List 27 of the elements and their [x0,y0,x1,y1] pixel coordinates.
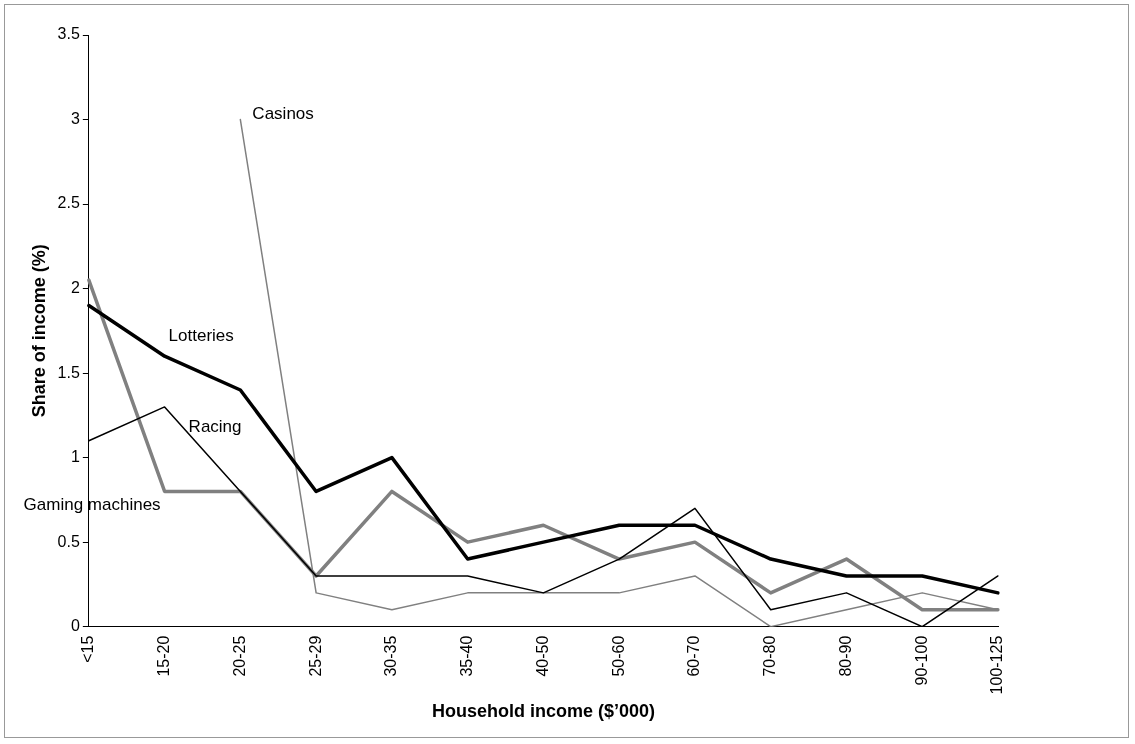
x-axis-title: Household income ($’000) [431,701,655,722]
x-tick-label: 25-29 [306,635,324,677]
x-tick-label: 20-25 [230,635,248,677]
y-tick-label: 2.5 [57,194,80,212]
series-label: Racing [188,416,242,436]
y-tick-label: 0.5 [57,532,80,550]
y-tick-label: 1.5 [57,363,80,381]
y-tick-label: 0 [70,617,80,635]
x-tick-label: 80-90 [836,635,854,677]
x-tick-label: 30-35 [382,635,400,677]
x-tick-label: 35-40 [458,635,476,677]
x-tick-label: 60-70 [685,635,703,677]
y-tick-label: 3 [70,109,80,127]
x-tick-label: <15 [79,635,97,663]
x-tick-label: 40-50 [533,635,551,677]
y-tick-label: 2 [70,278,80,296]
y-tick-label: 1 [70,448,80,466]
x-tick-label: 15-20 [155,635,173,677]
x-tick-label: 70-80 [761,635,779,677]
y-axis-title: Share of income (%) [28,244,49,418]
series-label: Lotteries [168,325,234,345]
series-label: Casinos [252,104,314,124]
x-tick-label: 90-100 [912,635,930,686]
x-tick-label: 50-60 [609,635,627,677]
x-tick-label: 100-125 [988,635,1006,695]
series-label: Gaming machines [23,494,161,514]
y-tick-label: 3.5 [57,25,80,43]
